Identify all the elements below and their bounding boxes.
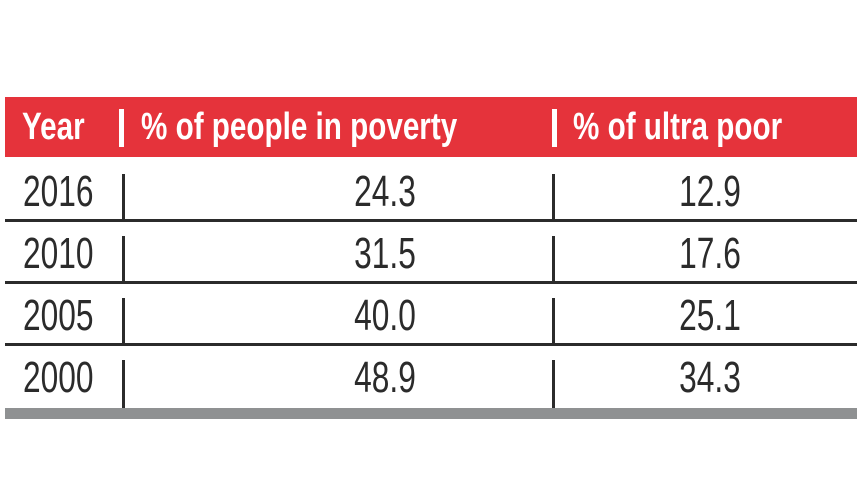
column-separator <box>552 360 555 408</box>
cell-year: 2010 <box>23 229 94 278</box>
table-row: 2016 24.3 12.9 <box>5 160 857 222</box>
column-separator <box>552 174 555 222</box>
row-divider <box>5 343 857 346</box>
cell-year: 2000 <box>23 353 94 402</box>
cell-year: 2005 <box>23 291 94 340</box>
cell-poverty: 24.3 <box>354 167 416 216</box>
table-header: Year % of people in poverty % of ultra p… <box>5 97 857 157</box>
header-year: Year <box>22 106 85 148</box>
header-separator <box>119 109 124 147</box>
column-separator <box>552 236 555 284</box>
column-separator <box>552 298 555 346</box>
cell-year: 2016 <box>23 167 94 216</box>
cell-ultra-poor: 12.9 <box>679 167 741 216</box>
column-separator <box>122 174 125 222</box>
row-divider <box>5 219 857 222</box>
header-poverty: % of people in poverty <box>141 106 458 148</box>
column-separator <box>122 360 125 408</box>
header-separator <box>552 109 557 147</box>
row-divider <box>5 281 857 284</box>
table-row: 2000 48.9 34.3 <box>5 346 857 408</box>
header-ultra-poor: % of ultra poor <box>573 106 783 148</box>
cell-ultra-poor: 34.3 <box>679 353 741 402</box>
column-separator <box>122 236 125 284</box>
cell-poverty: 48.9 <box>354 353 416 402</box>
cell-poverty: 31.5 <box>354 229 416 278</box>
cell-ultra-poor: 17.6 <box>679 229 741 278</box>
cell-poverty: 40.0 <box>354 291 416 340</box>
column-separator <box>122 298 125 346</box>
footer-bar <box>5 408 857 419</box>
table-row: 2005 40.0 25.1 <box>5 284 857 346</box>
table-row: 2010 31.5 17.6 <box>5 222 857 284</box>
cell-ultra-poor: 25.1 <box>679 291 741 340</box>
